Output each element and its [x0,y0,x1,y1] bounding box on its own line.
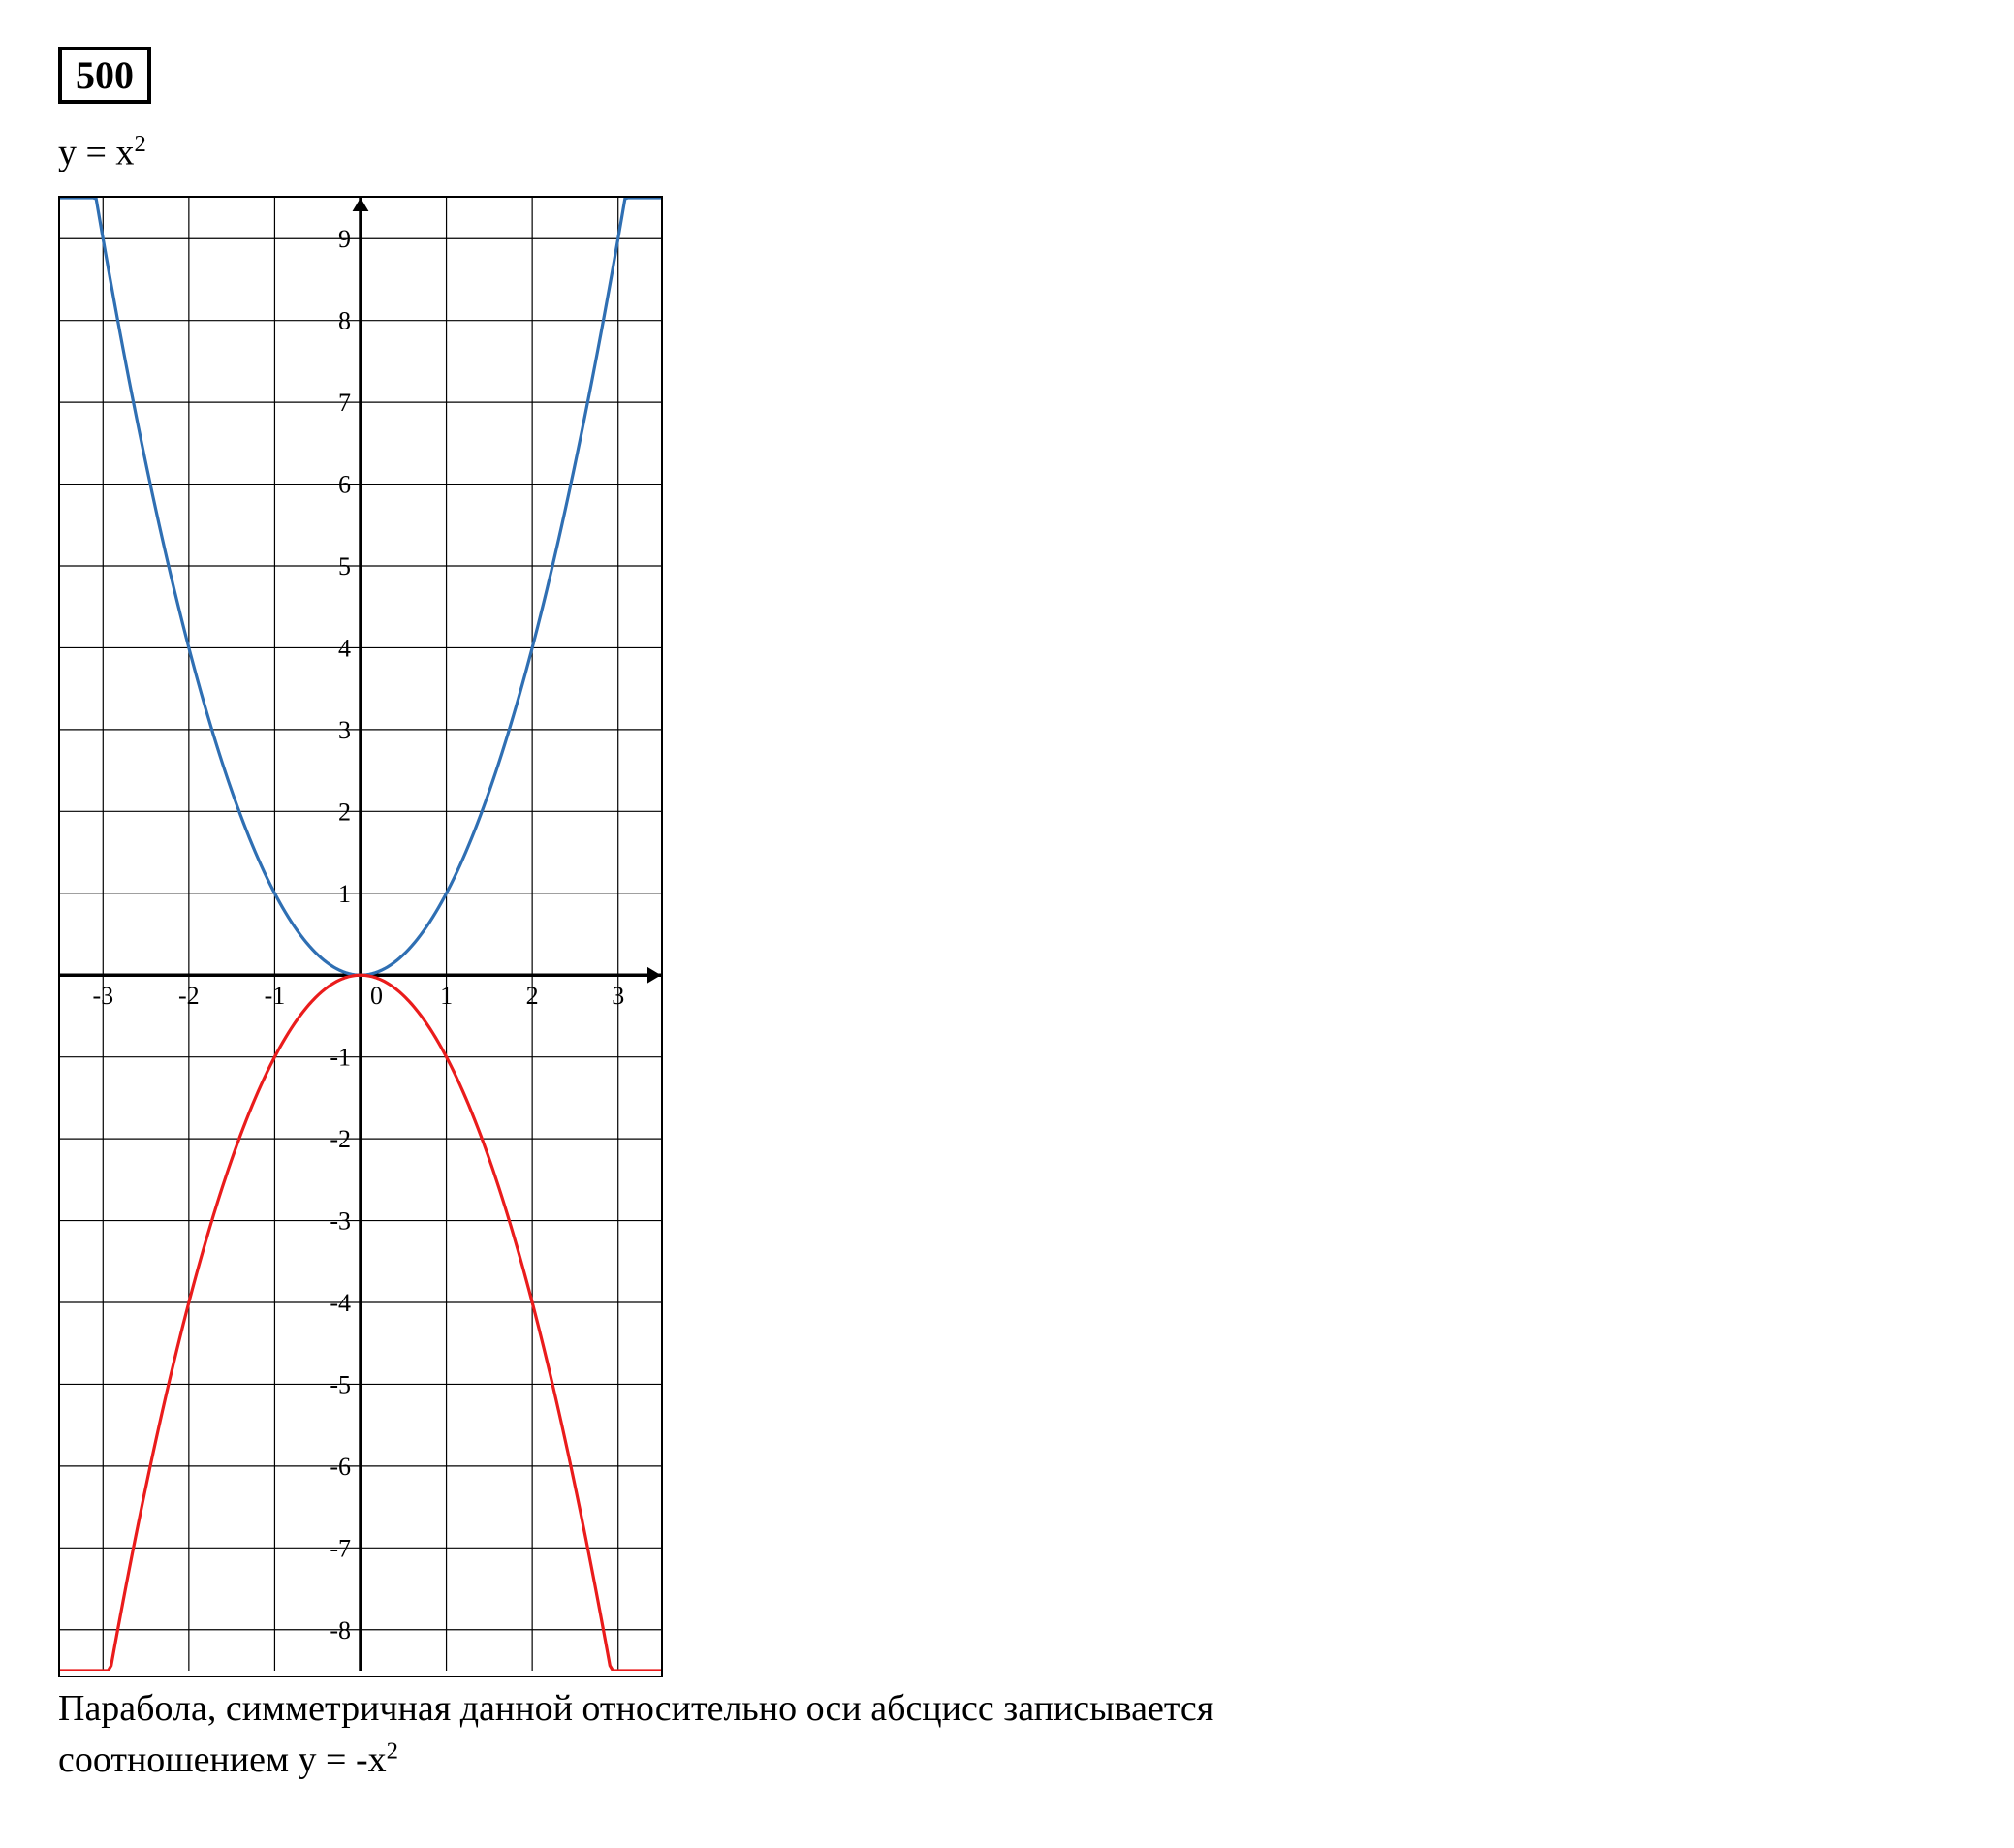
svg-text:8: 8 [338,306,351,334]
svg-text:-5: -5 [330,1370,351,1398]
problem-number: 500 [58,47,151,104]
svg-text:-3: -3 [330,1206,351,1235]
equation-exponent: 2 [134,131,145,157]
svg-text:-2: -2 [330,1125,351,1153]
svg-text:1: 1 [338,879,351,907]
svg-text:5: 5 [338,552,351,580]
caption-line-1: Парабола, симметричная данной относитель… [58,1688,1213,1729]
svg-text:3: 3 [338,716,351,744]
svg-text:2: 2 [338,798,351,826]
equation-line: y = x2 [58,131,1956,174]
svg-text:6: 6 [338,470,351,498]
svg-text:-2: -2 [178,982,200,1010]
equation-text: y = x [58,133,134,173]
svg-text:2: 2 [526,982,539,1010]
svg-text:-7: -7 [330,1534,351,1562]
svg-text:0: 0 [370,982,383,1010]
svg-text:9: 9 [338,225,351,253]
svg-text:-1: -1 [265,982,286,1010]
svg-text:-6: -6 [330,1453,351,1481]
parabola-chart: -3 -2 -1 0 1 2 3 -8 -7 -6 -5 -4 -3 -2 -1 1 2 3 4 5 6 7 8 9 [60,198,661,1671]
caption-line-2-exp: 2 [387,1738,398,1764]
svg-text:-1: -1 [330,1043,351,1071]
svg-text:1: 1 [440,982,453,1010]
svg-text:3: 3 [612,982,624,1010]
parabola-chart-container: -3 -2 -1 0 1 2 3 -8 -7 -6 -5 -4 -3 -2 -1 1 2 3 4 5 6 7 8 9 [58,196,663,1677]
svg-text:4: 4 [338,634,351,662]
svg-text:-8: -8 [330,1615,351,1644]
svg-text:-3: -3 [92,982,113,1010]
svg-text:-4: -4 [330,1289,351,1317]
explanation-text: Парабола, симметричная данной относитель… [58,1683,1956,1786]
svg-text:7: 7 [338,389,351,417]
caption-line-2-prefix: соотношением y = -x [58,1739,387,1780]
